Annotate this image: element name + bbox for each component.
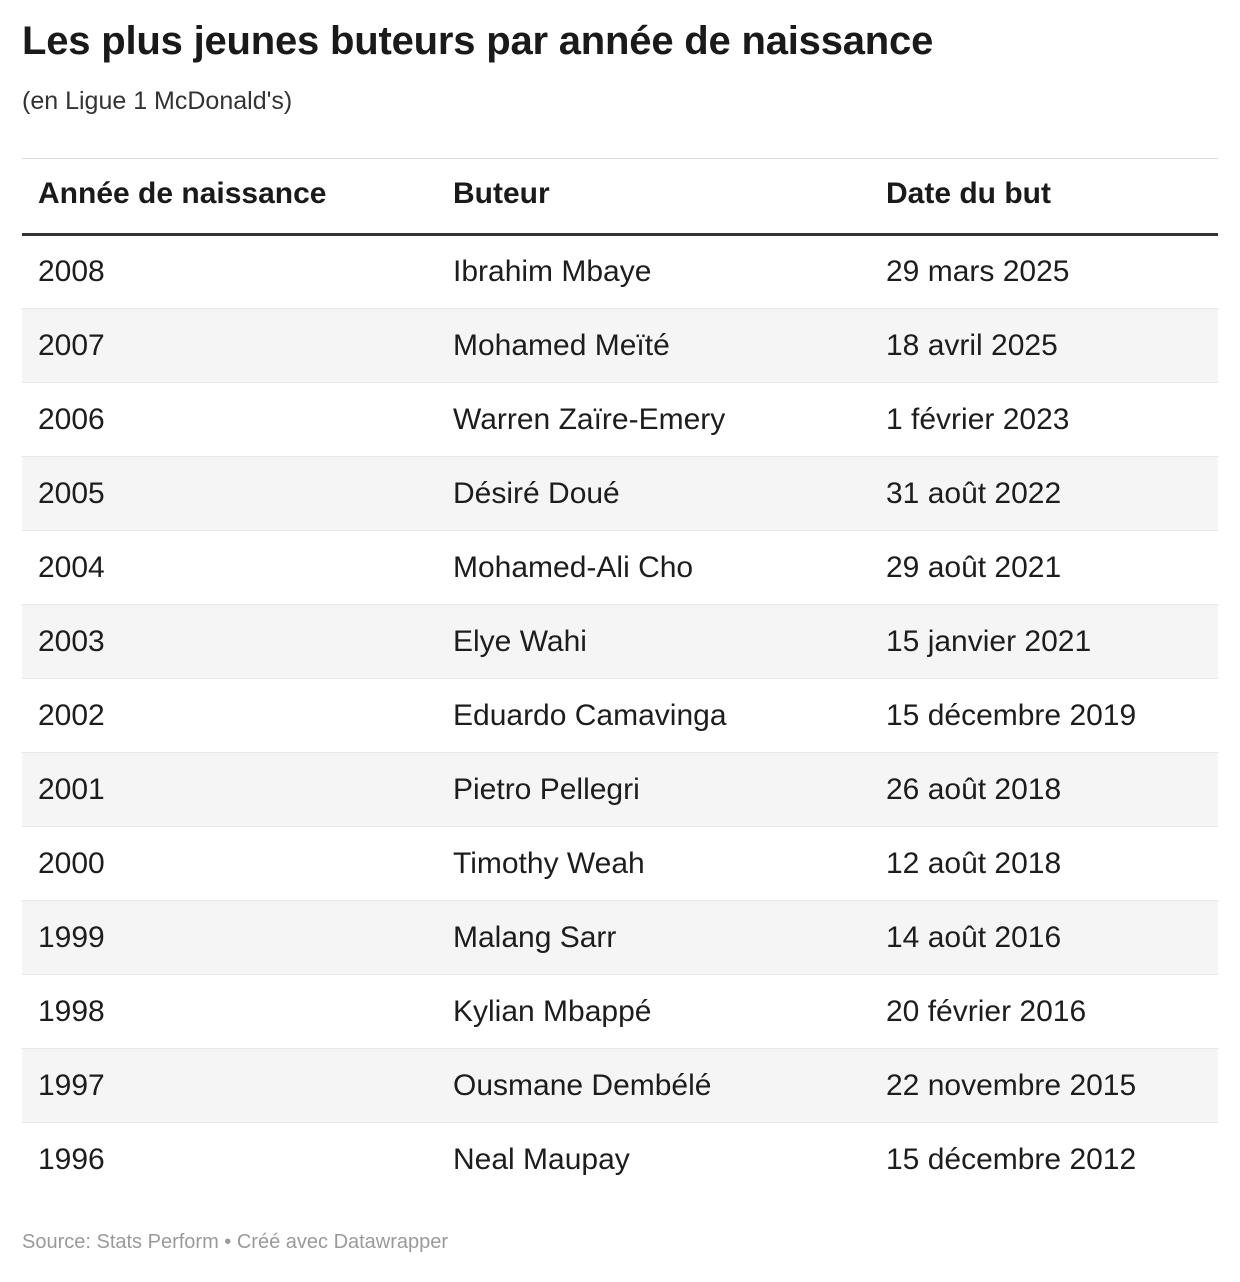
column-header-annee-de-naissance: Année de naissance xyxy=(22,158,437,236)
cell-goal-date: 29 mars 2025 xyxy=(886,255,1070,288)
table-row: 1998 Kylian Mbappé 20 février 2016 xyxy=(22,974,1218,1049)
cell-goal-date: 29 août 2021 xyxy=(870,530,1218,605)
cell-year-of-birth: 2002 xyxy=(22,678,437,753)
cell-year-of-birth: 1997 xyxy=(22,1048,437,1123)
table-row: 2001 Pietro Pellegri 26 août 2018 xyxy=(22,752,1218,827)
cell-year-of-birth: 1999 xyxy=(22,900,437,975)
table-row: 2000 Timothy Weah 12 août 2018 xyxy=(22,826,1218,901)
cell-player-name: Ousmane Dembélé xyxy=(437,1048,870,1123)
table-row: 2005 Désiré Doué 31 août 2022 xyxy=(22,456,1218,531)
column-header-date-du-but: Date du but xyxy=(870,158,1218,236)
page-title: Les plus jeunes buteurs par année de nai… xyxy=(22,19,934,63)
table-row: 2008 Ibrahim Mbaye 29 mars 2025 xyxy=(22,234,1218,309)
cell-goal-date: 22 novembre 2015 xyxy=(870,1048,1218,1123)
page-subtitle: (en Ligue 1 McDonald's) xyxy=(22,87,293,115)
cell-year-of-birth: 2007 xyxy=(22,308,437,383)
cell-year-of-birth: 2006 xyxy=(22,382,437,457)
table-row: 1999 Malang Sarr 14 août 2016 xyxy=(22,900,1218,975)
youngest-scorers-table: Année de naissance Buteur Date du but 20… xyxy=(22,158,1218,1197)
cell-year-of-birth: 2005 xyxy=(22,456,437,531)
cell-player-name: Ibrahim Mbaye xyxy=(453,255,652,288)
table-row: 2002 Eduardo Camavinga 15 décembre 2019 xyxy=(22,678,1218,753)
cell-year-of-birth: 2001 xyxy=(22,752,437,827)
cell-goal-date: 26 août 2018 xyxy=(870,752,1218,827)
cell-player-name: Warren Zaïre-Emery xyxy=(437,382,870,457)
table-header: Année de naissance Buteur Date du but xyxy=(22,158,1218,236)
table-row: 1997 Ousmane Dembélé 22 novembre 2015 xyxy=(22,1048,1218,1123)
table-row: 2006 Warren Zaïre-Emery 1 février 2023 xyxy=(22,382,1218,457)
cell-player-name: Eduardo Camavinga xyxy=(437,678,870,753)
cell-player-name: Neal Maupay xyxy=(437,1122,870,1197)
table-body: 2008 Ibrahim Mbaye 29 mars 2025 2007 Mohamed… xyxy=(22,234,1218,1197)
cell-year-of-birth: 1996 xyxy=(22,1122,437,1197)
cell-year-of-birth: 2004 xyxy=(22,530,437,605)
cell-year-of-birth: 1998 xyxy=(22,974,437,1049)
cell-player-name: Pietro Pellegri xyxy=(437,752,870,827)
cell-goal-date: 15 décembre 2012 xyxy=(870,1122,1218,1197)
cell-player-name: Mohamed-Ali Cho xyxy=(437,530,870,605)
cell-goal-date: 15 décembre 2019 xyxy=(870,678,1218,753)
cell-goal-date: 15 janvier 2021 xyxy=(870,604,1218,679)
cell-player-name: Malang Sarr xyxy=(437,900,870,975)
cell-player-name: Mohamed Meïté xyxy=(437,308,870,383)
cell-goal-date: 31 août 2022 xyxy=(870,456,1218,531)
column-header-buteur: Buteur xyxy=(437,158,870,236)
cell-player-name: Désiré Doué xyxy=(437,456,870,531)
cell-goal-date: 12 août 2018 xyxy=(870,826,1218,901)
cell-year-of-birth: 2008 xyxy=(38,255,105,288)
table-header-row: Année de naissance Buteur Date du but xyxy=(22,158,1218,236)
cell-goal-date: 18 avril 2025 xyxy=(870,308,1218,383)
cell-player-name: Elye Wahi xyxy=(437,604,870,679)
table-row: 2004 Mohamed-Ali Cho 29 août 2021 xyxy=(22,530,1218,605)
cell-goal-date: 20 février 2016 xyxy=(870,974,1218,1049)
table-row: 2007 Mohamed Meïté 18 avril 2025 xyxy=(22,308,1218,383)
cell-year-of-birth: 2000 xyxy=(22,826,437,901)
cell-goal-date: 14 août 2016 xyxy=(870,900,1218,975)
cell-player-name: Kylian Mbappé xyxy=(437,974,870,1049)
cell-goal-date: 1 février 2023 xyxy=(870,382,1218,457)
cell-year-of-birth: 2003 xyxy=(22,604,437,679)
source-attribution: Source: Stats Perform • Créé avec Datawr… xyxy=(22,1230,449,1253)
table-row: 1996 Neal Maupay 15 décembre 2012 xyxy=(22,1122,1218,1197)
cell-player-name: Timothy Weah xyxy=(437,826,870,901)
table-row: 2003 Elye Wahi 15 janvier 2021 xyxy=(22,604,1218,679)
